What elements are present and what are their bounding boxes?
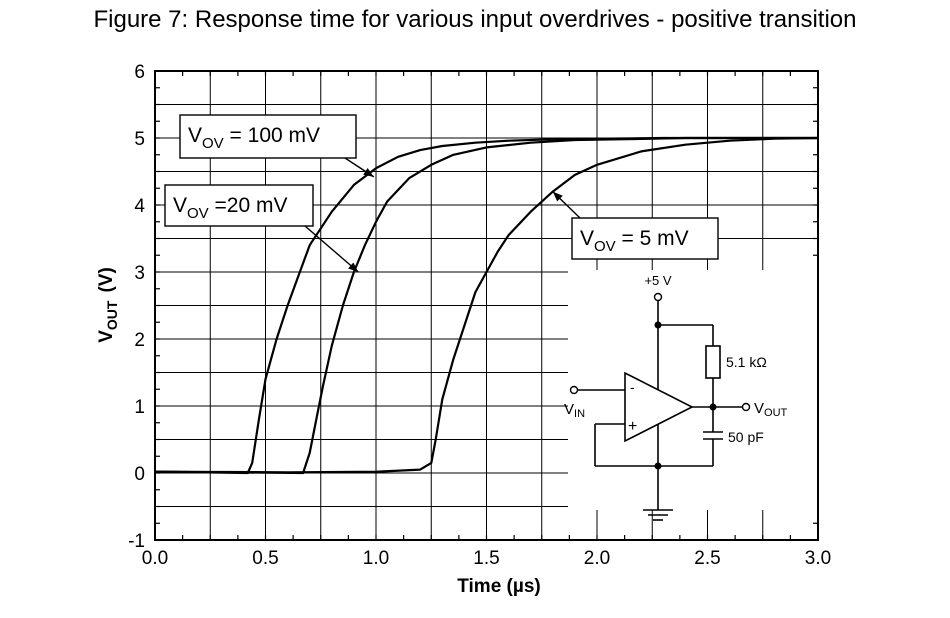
series-label-box (164, 184, 314, 227)
inset-circuit: +5 V 5.1 kΩ 50 pF - + VIN VOUT (564, 270, 818, 521)
series-line-1 (154, 136, 818, 475)
series-label-arrowhead (552, 191, 563, 202)
series-label-text: VOV = 100 mV (188, 124, 320, 152)
figure-title: Figure 7: Response time for various inpu… (93, 6, 857, 33)
supply-terminal (653, 292, 663, 302)
y-tick-label: 2 (134, 330, 145, 351)
series-line-3 (154, 136, 819, 474)
y-tick-label: 5 (134, 129, 145, 150)
input-terminal (569, 385, 579, 395)
y-tick-label: 3 (134, 263, 145, 284)
y-tick-label: 1 (134, 397, 145, 418)
series-annotations: VOV = 100 mV VOV =20 mV VOV = 5 mV (164, 114, 719, 273)
input-label: VIN (564, 401, 585, 420)
y-tick-label: 4 (134, 196, 145, 217)
x-tick-label: 1.0 (363, 548, 389, 569)
minus-sign: - (630, 379, 635, 395)
capacitor-label: 50 pF (728, 429, 764, 445)
output-label: VOUT (754, 400, 788, 419)
series-layer (154, 136, 819, 475)
junction-dot (709, 403, 717, 411)
tick-labels: 0.0 0.5 1.0 1.5 2.0 2.5 3.0 -1 0 1 2 3 4 5 6 (128, 62, 831, 569)
series-label-box (571, 217, 719, 260)
plus-sign: + (628, 418, 637, 435)
y-tick-label: 0 (134, 464, 145, 485)
x-tick-label: 0.0 (142, 548, 168, 569)
y-tick-label: -1 (128, 531, 145, 552)
series-line-2 (154, 136, 818, 475)
op-amp-symbol (624, 371, 694, 443)
x-tick-label: 0.5 (252, 548, 278, 569)
y-tick-label: 6 (134, 62, 145, 83)
series-label-text: VOV =20 mV (173, 194, 288, 222)
x-tick-label: 1.5 (473, 548, 499, 569)
resistor-label: 5.1 kΩ (726, 354, 767, 370)
series-label-arrowhead (363, 168, 374, 177)
x-tick-label: 3.0 (805, 548, 831, 569)
series-label-arrow (304, 225, 359, 273)
y-axis-label: VOUT(V) (96, 267, 120, 343)
supply-label: +5 V (644, 273, 671, 288)
x-tick-label: 2.5 (694, 548, 720, 569)
series-label-box (179, 114, 357, 159)
output-terminal (741, 402, 751, 412)
junction-dot (654, 462, 662, 470)
series-label-text: VOV = 5 mV (580, 227, 689, 255)
x-tick-label: 2.0 (584, 548, 610, 569)
series-label-arrowhead (348, 262, 359, 272)
plot-frame (154, 70, 819, 541)
junction-dot (654, 321, 662, 329)
x-axis-label: Time (µs) (457, 576, 540, 597)
resistor-symbol (705, 345, 721, 379)
